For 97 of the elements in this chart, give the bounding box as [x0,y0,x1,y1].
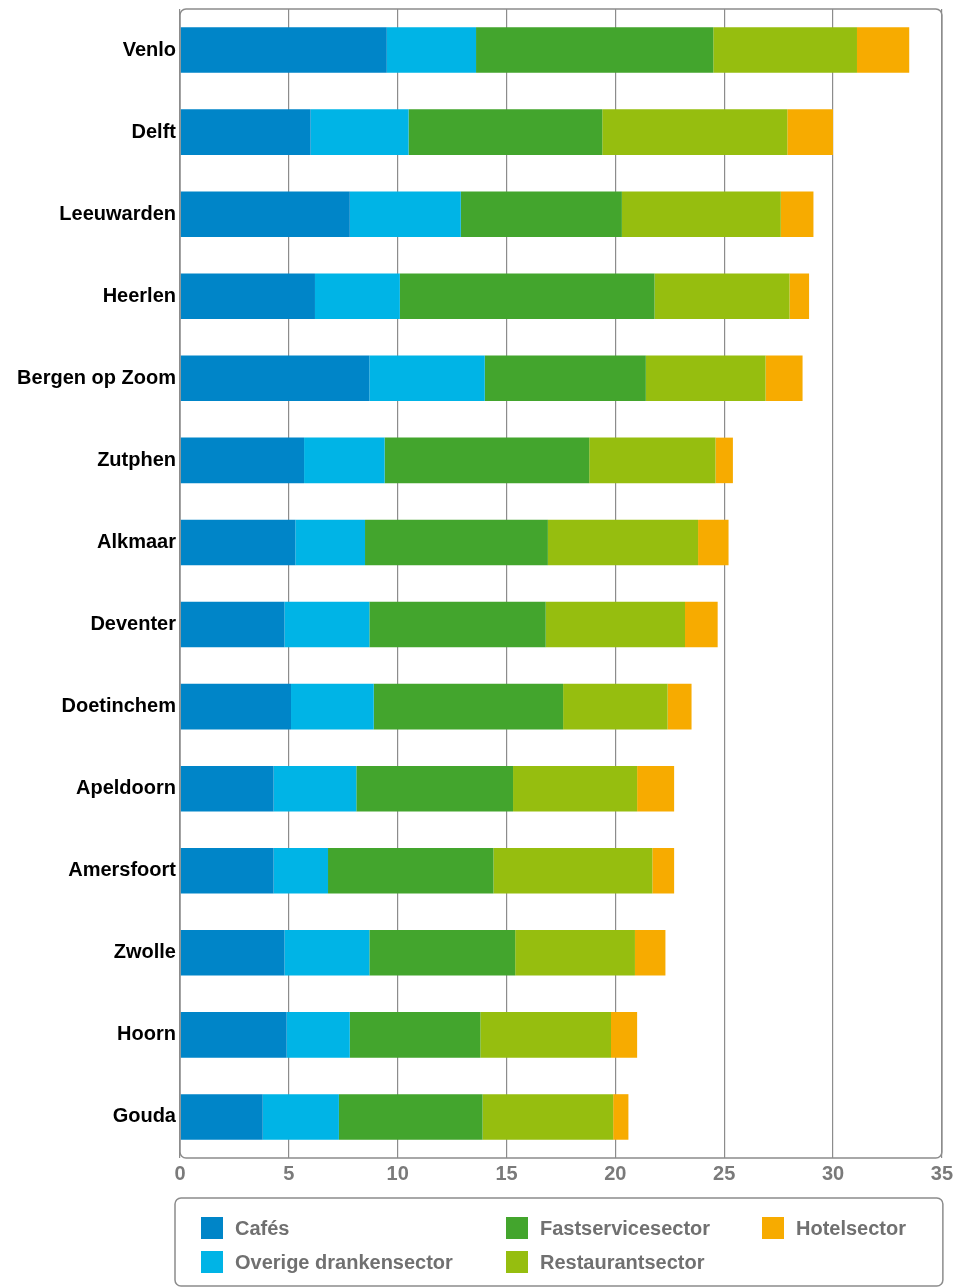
legend-label: Overige drankensector [235,1250,454,1273]
y-tick-label: Hoorn [117,1022,176,1045]
bar [856,27,910,73]
legend-label: Restaurantsector [540,1250,705,1273]
x-tick-label: 20 [604,1161,627,1184]
bar [356,765,514,812]
bar [365,519,548,566]
bar [482,1094,614,1140]
bar [273,765,357,812]
y-tick-label: Venlo [122,37,176,60]
bar [611,1012,638,1058]
bar [338,1094,483,1140]
bar [180,273,315,320]
bar [180,847,274,894]
x-tick-label: 30 [821,1161,845,1184]
y-tick-label: Apeldoorn [76,776,176,799]
bar [291,683,374,730]
bar [286,1012,350,1058]
bar [634,930,666,976]
bar [652,847,675,894]
y-tick-label: Zutphen [97,447,176,470]
bar [262,1094,339,1140]
bar [613,1094,629,1140]
bar [180,27,387,73]
bar [386,27,477,73]
bar [180,765,274,812]
bar [789,273,810,320]
bar [602,109,788,155]
bar [295,519,366,566]
y-tick-label: Amersfoort [68,858,177,881]
bar [384,437,590,484]
bar [284,601,370,648]
bar [515,930,635,976]
y-tick-label: Zwolle [113,940,176,963]
bar [713,27,857,73]
x-tick-label: 5 [283,1161,295,1184]
bar [180,601,285,648]
bar [180,355,370,402]
x-tick-label: 0 [174,1161,186,1184]
bar [476,27,714,73]
bar [637,765,675,812]
bar [180,109,311,155]
bar [310,109,409,155]
x-tick-label: 25 [713,1161,736,1184]
bar [373,683,564,730]
bar [369,355,485,402]
bar [349,191,461,237]
bar [180,519,296,566]
bar [545,601,686,648]
bar [328,847,494,894]
legend-label: Cafés [235,1216,290,1239]
bar [715,437,733,484]
legend-label: Hotelsector [796,1216,907,1239]
bar [399,273,655,320]
y-tick-label: Delft [131,119,177,142]
bar [780,191,814,237]
bar [765,355,803,402]
bar [284,930,370,976]
bar [180,683,292,730]
bar [645,355,766,402]
x-tick-label: 10 [386,1161,409,1184]
y-tick-label: Heerlen [102,283,176,306]
bar [698,519,729,566]
y-tick-label: Leeuwarden [59,201,176,224]
bar [304,437,385,484]
bar [314,273,400,320]
bar [180,437,305,484]
bar [180,1012,287,1058]
bar [513,765,638,812]
y-tick-label: Doetinchem [61,694,176,717]
bar [654,273,790,320]
bar [273,847,329,894]
y-tick-label: Gouda [112,1104,177,1127]
bar [484,355,646,402]
x-tick-label: 15 [495,1161,518,1184]
x-tick-label: 35 [930,1161,953,1184]
bar [667,683,692,730]
bar [349,1012,481,1058]
bar [621,191,781,237]
bar [408,109,603,155]
bar [589,437,716,484]
bar [180,930,285,976]
y-tick-label: Alkmaar [97,529,177,552]
bar [547,519,699,566]
bar [685,601,718,648]
bar [480,1012,612,1058]
bar [563,683,668,730]
bar [460,191,622,237]
bar [369,601,546,648]
y-tick-label: Bergen op Zoom [17,365,176,388]
y-tick-label: Deventer [90,612,177,635]
bar [787,109,834,155]
bar [369,930,516,976]
bar [493,847,653,894]
legend-label: Fastservicesector [540,1216,711,1239]
bar [180,191,350,237]
bar [180,1094,263,1140]
